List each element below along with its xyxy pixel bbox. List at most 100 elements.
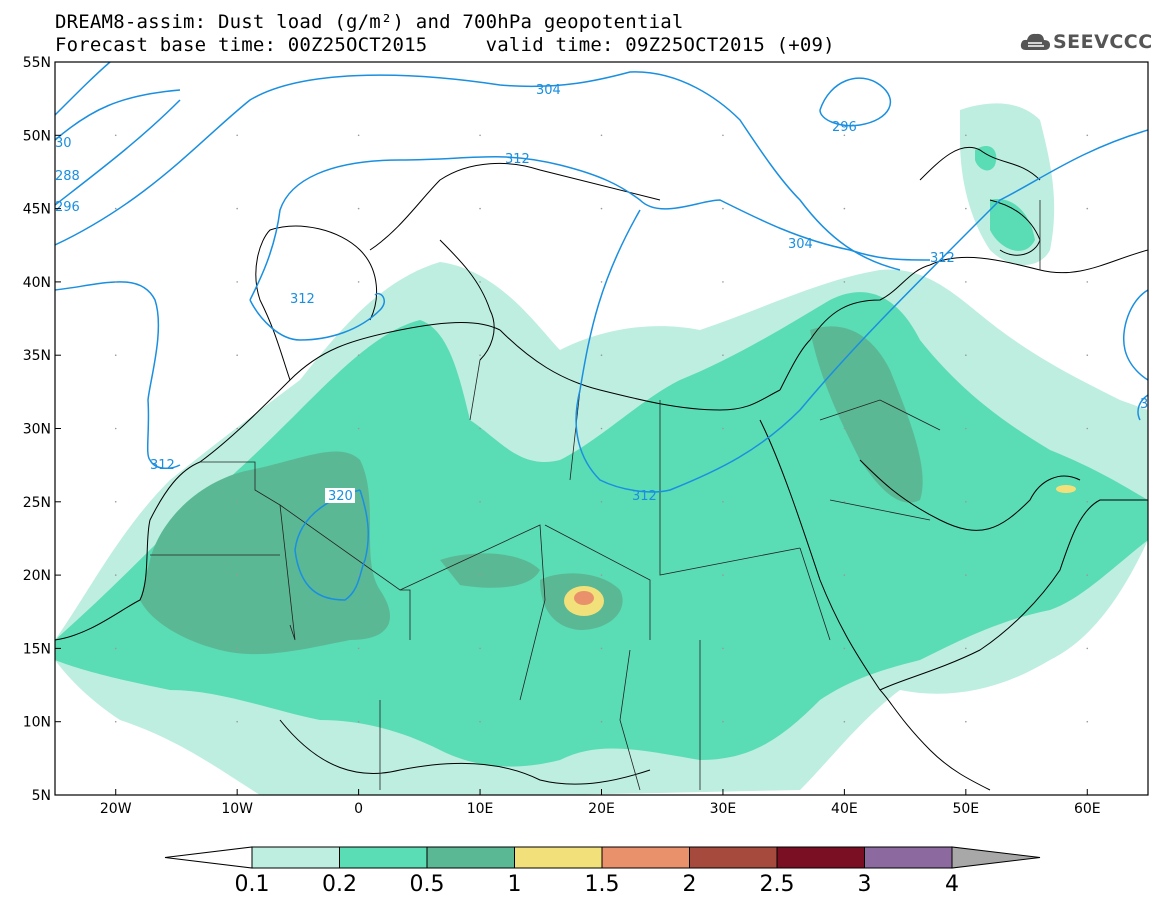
- grid-dot: [357, 207, 360, 210]
- grid-dot: [1086, 647, 1089, 650]
- grid-dot: [843, 207, 846, 210]
- grid-dot: [722, 134, 724, 137]
- grid-dot: [843, 134, 846, 137]
- contour-label: 288: [55, 169, 80, 184]
- grid-dot: [479, 427, 481, 430]
- grid-dot: [722, 720, 724, 723]
- dust-area-05d: [440, 553, 540, 588]
- grid-dot: [722, 501, 724, 503]
- grid-dot: [236, 427, 238, 430]
- grid-dot: [843, 647, 846, 650]
- grid-dot: [965, 207, 967, 210]
- grid-dot: [965, 720, 967, 723]
- lon-tick-label: 0: [354, 801, 363, 817]
- lat-tick-label: 25N: [23, 495, 51, 511]
- grid-dot: [722, 647, 724, 650]
- dust-field: 304 296 312 304 312 312 312 312 288 296 …: [55, 62, 1148, 795]
- grid-dot: [600, 354, 603, 357]
- country-borders: [150, 200, 1041, 791]
- grid-dot: [965, 647, 967, 650]
- cloud-icon: [1020, 33, 1050, 50]
- colorbar-label: 0.2: [322, 872, 357, 897]
- grid-dot: [1086, 207, 1089, 210]
- grid-dot: [236, 281, 238, 283]
- grid-dot: [236, 354, 238, 357]
- grid-dot: [114, 207, 117, 210]
- colorbar-swatch: [601, 846, 690, 869]
- grid-dot: [114, 134, 117, 137]
- grid-dot: [843, 427, 846, 430]
- grid-dot: [1086, 720, 1089, 723]
- grid-dot: [479, 354, 481, 357]
- geopotential-contours: [55, 62, 1148, 601]
- grid-dot: [236, 647, 238, 650]
- grid-dot: [357, 134, 360, 137]
- coastlines: [55, 146, 1148, 791]
- grid-dot: [357, 720, 360, 723]
- lat-tick-label: 50N: [23, 128, 51, 144]
- grid-dot: [479, 281, 481, 283]
- contour-label: 304: [788, 237, 813, 252]
- grid-dot: [479, 501, 481, 503]
- grid-dot: [357, 427, 360, 430]
- lon-tick-label: 40E: [831, 801, 858, 817]
- colorbar-label: 4: [945, 872, 959, 897]
- grid-dot: [843, 354, 846, 357]
- grid-dot: [114, 647, 117, 650]
- colorbar-swatch: [689, 846, 778, 869]
- grid-dot: [722, 281, 724, 283]
- grid-dot: [600, 720, 603, 723]
- grid-dot: [114, 574, 117, 576]
- lon-tick-label: 50E: [952, 801, 979, 817]
- colorbar-label: 0.1: [234, 872, 270, 897]
- lat-tick-label: 20N: [23, 568, 51, 584]
- contour-labels: 304 296 312 304 312 312 312 312 288 296 …: [55, 83, 1148, 504]
- grid-dot: [1086, 501, 1089, 503]
- lat-tick-label: 15N: [23, 641, 51, 657]
- grid-dot: [479, 207, 481, 210]
- map-title-line2: Forecast base time: 00Z25OCT2015 valid t…: [55, 34, 835, 56]
- grid-dot: [479, 134, 481, 137]
- colorbar-swatch: [864, 846, 953, 869]
- grid-dot: [1086, 134, 1089, 137]
- lat-tick-label: 35N: [23, 348, 51, 364]
- colorbar-label: 1: [507, 872, 522, 897]
- colorbar-swatch: [776, 846, 865, 869]
- colorbar: [164, 846, 1041, 869]
- grid-dot: [600, 647, 603, 650]
- grid-dot: [843, 720, 846, 723]
- grid-dot: [965, 501, 967, 503]
- lon-tick-label: 30E: [710, 801, 737, 817]
- colorbar-swatch: [251, 846, 340, 869]
- map-title-line1: DREAM8-assim: Dust load (g/m²) and 700hP…: [55, 11, 684, 33]
- grid-dot: [1086, 281, 1089, 283]
- colorbar-swatch: [514, 846, 603, 869]
- grid-dot: [114, 281, 117, 283]
- grid-dot: [600, 134, 603, 137]
- grid-dot: [479, 574, 481, 576]
- grid-dot: [965, 354, 967, 357]
- lat-tick-label: 45N: [23, 202, 51, 218]
- grid-dot: [357, 501, 360, 503]
- lat-tick-label: 55N: [23, 55, 51, 71]
- colorbar-label: 0.5: [409, 872, 445, 897]
- grid-dot: [236, 134, 238, 137]
- grid-dot: [722, 207, 724, 210]
- contour-label: 320: [328, 489, 353, 504]
- grid-dot: [965, 427, 967, 430]
- grid-dot: [114, 720, 117, 723]
- grid-dot: [965, 281, 967, 283]
- grid-dot: [114, 354, 117, 357]
- grid-dot: [722, 354, 724, 357]
- dust-hotspot-1b: [1056, 485, 1076, 493]
- grid-dot: [600, 427, 603, 430]
- logo-text: SEEVCCC: [1053, 31, 1153, 53]
- contour-label: 3: [1140, 397, 1148, 412]
- lon-tick-label: 10W: [221, 801, 253, 817]
- contour-label: 304: [536, 83, 561, 98]
- lat-tick-label: 40N: [23, 275, 51, 291]
- colorbar-high-arrow: [951, 846, 1041, 869]
- dust-area-02b: [975, 145, 1035, 251]
- grid-dot: [236, 574, 238, 576]
- dust-area-05b: [810, 326, 923, 503]
